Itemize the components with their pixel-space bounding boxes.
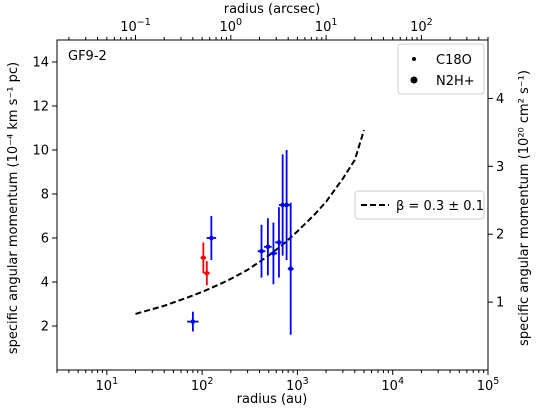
data-point bbox=[278, 154, 287, 256]
annotation-label: GF9-2 bbox=[68, 49, 107, 64]
x2-tick-label: 10−1 bbox=[120, 17, 151, 35]
data-point bbox=[187, 311, 199, 332]
point-marker bbox=[201, 255, 206, 261]
data-point bbox=[203, 261, 210, 286]
y-tick-label: 2 bbox=[41, 320, 49, 335]
y2-tick-label: 4 bbox=[496, 92, 504, 107]
y-tick-label: 8 bbox=[41, 188, 49, 203]
x2-tick-label: 101 bbox=[315, 17, 338, 35]
x2-tick-label: 102 bbox=[410, 17, 433, 35]
y-tick-label: 12 bbox=[32, 100, 49, 115]
data-point bbox=[206, 216, 217, 260]
data-point bbox=[257, 224, 266, 278]
y2-axis-label: specific angular momentum (10²⁰ cm² s⁻¹) bbox=[517, 70, 532, 346]
x-tick-label: 103 bbox=[286, 376, 309, 394]
x-tick-label: 104 bbox=[381, 376, 404, 394]
y2-tick-label: 3 bbox=[496, 160, 504, 175]
point-marker bbox=[190, 319, 196, 324]
fit-line-layer bbox=[135, 129, 365, 315]
fit-legend-box bbox=[354, 190, 485, 220]
fit-curve bbox=[135, 129, 365, 315]
x-tick-label: 105 bbox=[477, 376, 500, 394]
x2-axis-label: radius (arcsec) bbox=[224, 2, 321, 17]
x2-tick-label: 100 bbox=[220, 17, 243, 35]
point-marker bbox=[259, 248, 264, 254]
y2-tick-label: 1 bbox=[496, 296, 504, 311]
point-marker bbox=[204, 270, 210, 276]
point-marker bbox=[271, 251, 276, 256]
point-marker bbox=[284, 202, 289, 208]
data-points-layer bbox=[187, 150, 294, 335]
data-point bbox=[275, 207, 283, 278]
legend-marker-small-dot bbox=[412, 57, 416, 61]
data-point bbox=[200, 242, 207, 274]
point-marker bbox=[265, 244, 271, 250]
axes-frame bbox=[56, 39, 489, 371]
fit-legend: β = 0.3 ± 0.1 bbox=[354, 190, 485, 220]
legend-label-fit: β = 0.3 ± 0.1 bbox=[396, 199, 484, 214]
point-marker bbox=[280, 202, 285, 208]
point-marker bbox=[288, 266, 293, 272]
x-tick-label: 101 bbox=[96, 376, 119, 394]
data-point bbox=[264, 218, 272, 276]
data-point bbox=[282, 150, 291, 260]
legend-marker-large-dot bbox=[410, 76, 418, 84]
y-tick-label: 14 bbox=[32, 56, 49, 71]
point-marker bbox=[276, 240, 282, 245]
y-axis-label: specific angular momentum (10⁻⁴ km s⁻¹ p… bbox=[6, 62, 21, 354]
legend-label-c18o: C18O bbox=[436, 53, 472, 68]
x-axis-label: radius (au) bbox=[237, 392, 308, 407]
data-point bbox=[269, 222, 278, 285]
y-tick-label: 4 bbox=[41, 276, 49, 291]
y-tick-label: 10 bbox=[32, 144, 49, 159]
y2-tick-label: 2 bbox=[496, 228, 504, 243]
legend-label-n2h: N2H+ bbox=[436, 74, 475, 89]
marker-legend-box bbox=[397, 43, 485, 95]
point-marker bbox=[209, 235, 214, 241]
marker-legend: C18O N2H+ bbox=[397, 43, 485, 95]
y-tick-label: 6 bbox=[41, 232, 49, 247]
plot-frame bbox=[56, 39, 489, 371]
data-point bbox=[287, 202, 294, 335]
x-tick-label: 102 bbox=[191, 376, 214, 394]
